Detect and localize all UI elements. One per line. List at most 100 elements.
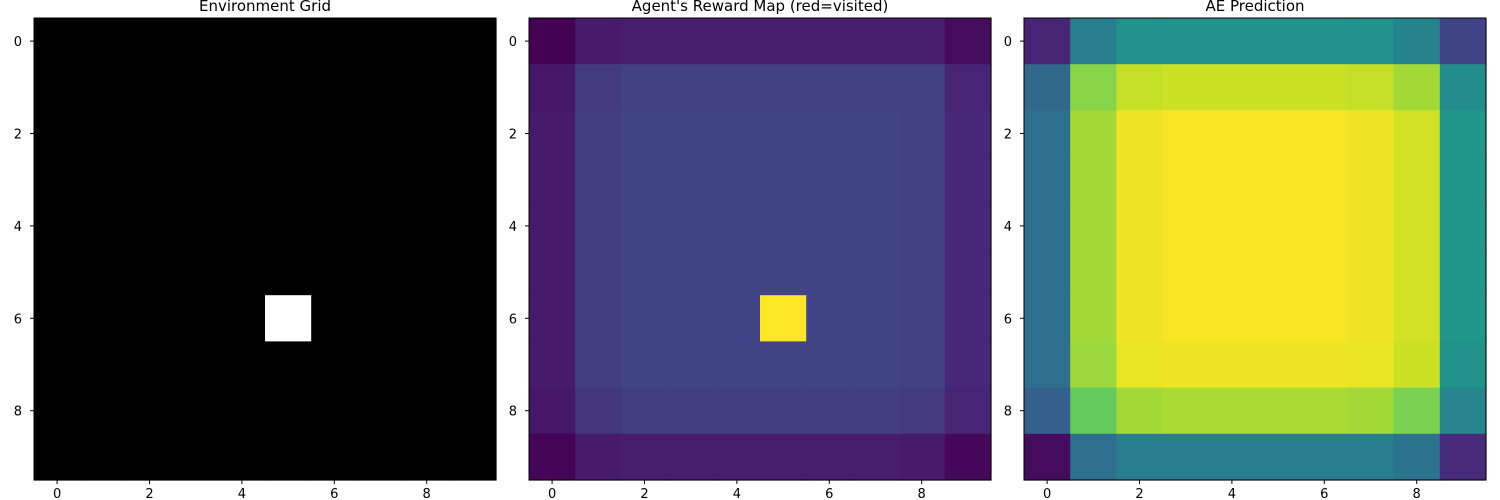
heatmap-cell (1301, 295, 1348, 342)
heatmap-cell (621, 387, 669, 435)
heatmap-cell (1393, 387, 1441, 435)
heatmap-cell (34, 202, 81, 250)
heatmap-cell (667, 110, 715, 158)
heatmap-cell (34, 295, 81, 342)
heatmap-cell (667, 156, 715, 204)
y-tick-label: 4 (14, 220, 22, 235)
heatmap-cell (667, 387, 715, 435)
heatmap-cell (575, 387, 622, 435)
heatmap-cell (1393, 18, 1441, 65)
chart-title: Environment Grid (199, 0, 331, 15)
heatmap-cell (1301, 156, 1348, 204)
heatmap-cell (667, 202, 715, 250)
heatmap-cell (1301, 341, 1348, 389)
heatmap-cell (1301, 64, 1348, 111)
heatmap-cell (898, 64, 946, 111)
heatmap-cell (944, 341, 992, 389)
heatmap-cell (449, 341, 497, 389)
heatmap-cell (403, 202, 451, 250)
x-tick-label: 6 (330, 487, 338, 500)
heatmap-cell (1162, 110, 1210, 158)
heatmap-cell (1301, 433, 1348, 481)
heatmap-cell (449, 18, 497, 65)
heatmap-cell (713, 18, 761, 65)
heatmap-cell (172, 156, 220, 204)
heatmap-cell (898, 249, 946, 296)
chart-title: AE Prediction (1205, 0, 1304, 15)
y-tick-label: 2 (14, 128, 22, 143)
heatmap-cell (806, 18, 853, 65)
heatmap-cell (1208, 202, 1256, 250)
heatmap-cell (34, 64, 81, 111)
heatmap-cell (760, 387, 807, 435)
heatmap-cell (852, 18, 900, 65)
y-tick-label: 2 (509, 128, 517, 143)
heatmap-cell (218, 295, 266, 342)
heatmap-cell (1439, 64, 1487, 111)
heatmap-cell (265, 18, 312, 65)
heatmap-cell (80, 387, 127, 435)
heatmap-cell (34, 110, 81, 158)
heatmap-cell (852, 64, 900, 111)
x-tick-label: 4 (1228, 487, 1236, 500)
heatmap-cell (1255, 295, 1302, 342)
heatmap-cell (1070, 387, 1117, 435)
y-tick-label: 8 (1004, 405, 1012, 420)
heatmap-cell (80, 64, 127, 111)
heatmap-cell (218, 156, 266, 204)
heatmap-cell (1439, 249, 1487, 296)
heatmap-cell (126, 433, 174, 481)
heatmap-cell (172, 295, 220, 342)
x-tick-label: 4 (238, 487, 246, 500)
heatmap-cell (126, 156, 174, 204)
heatmap-cell (357, 18, 405, 65)
y-tick-label: 8 (509, 405, 517, 420)
heatmap-cell (806, 110, 853, 158)
heatmap-cell (1116, 341, 1164, 389)
heatmap-cell (403, 387, 451, 435)
heatmap-cell (449, 110, 497, 158)
x-tick-label: 0 (1043, 487, 1051, 500)
heatmap-cell (575, 64, 622, 111)
heatmap-cell (449, 387, 497, 435)
heatmap-cell (944, 156, 992, 204)
heatmap-cell (1208, 18, 1256, 65)
heatmap-cell (944, 295, 992, 342)
heatmap-cell (34, 433, 81, 481)
heatmap-cell (1070, 64, 1117, 111)
heatmap-cell (1024, 64, 1071, 111)
heatmap-cell (80, 156, 127, 204)
heatmap-cell (1301, 387, 1348, 435)
heatmap-cell (1024, 341, 1071, 389)
heatmap-cell (713, 295, 761, 342)
heatmap-cell (529, 295, 576, 342)
heatmap-cell (1116, 18, 1164, 65)
heatmap-cell (713, 249, 761, 296)
heatmap-cell (357, 341, 405, 389)
heatmap-cell (126, 387, 174, 435)
heatmap-cell (713, 110, 761, 158)
heatmap-cell (1070, 433, 1117, 481)
chart-title: Agent's Reward Map (red=visited) (632, 0, 889, 15)
heatmap-cell (218, 341, 266, 389)
heatmap-cell (760, 295, 807, 342)
heatmap-cell (449, 156, 497, 204)
heatmap-cell (1347, 156, 1395, 204)
y-tick-label: 4 (509, 220, 517, 235)
y-tick-label: 8 (14, 405, 22, 420)
heatmap-cell (126, 202, 174, 250)
heatmap-cell (713, 341, 761, 389)
heatmap-cell (265, 249, 312, 296)
heatmap-cell (1301, 249, 1348, 296)
heatmap-cell (1347, 433, 1395, 481)
heatmap-cell (806, 249, 853, 296)
heatmap-cell (760, 110, 807, 158)
heatmap-cell (126, 341, 174, 389)
heatmap-cell (34, 341, 81, 389)
heatmap-cell (1393, 295, 1441, 342)
x-tick-label: 8 (918, 487, 926, 500)
heatmap-cell (1070, 156, 1117, 204)
heatmap-cell (529, 341, 576, 389)
x-tick-label: 4 (733, 487, 741, 500)
heatmap-cell (1255, 64, 1302, 111)
